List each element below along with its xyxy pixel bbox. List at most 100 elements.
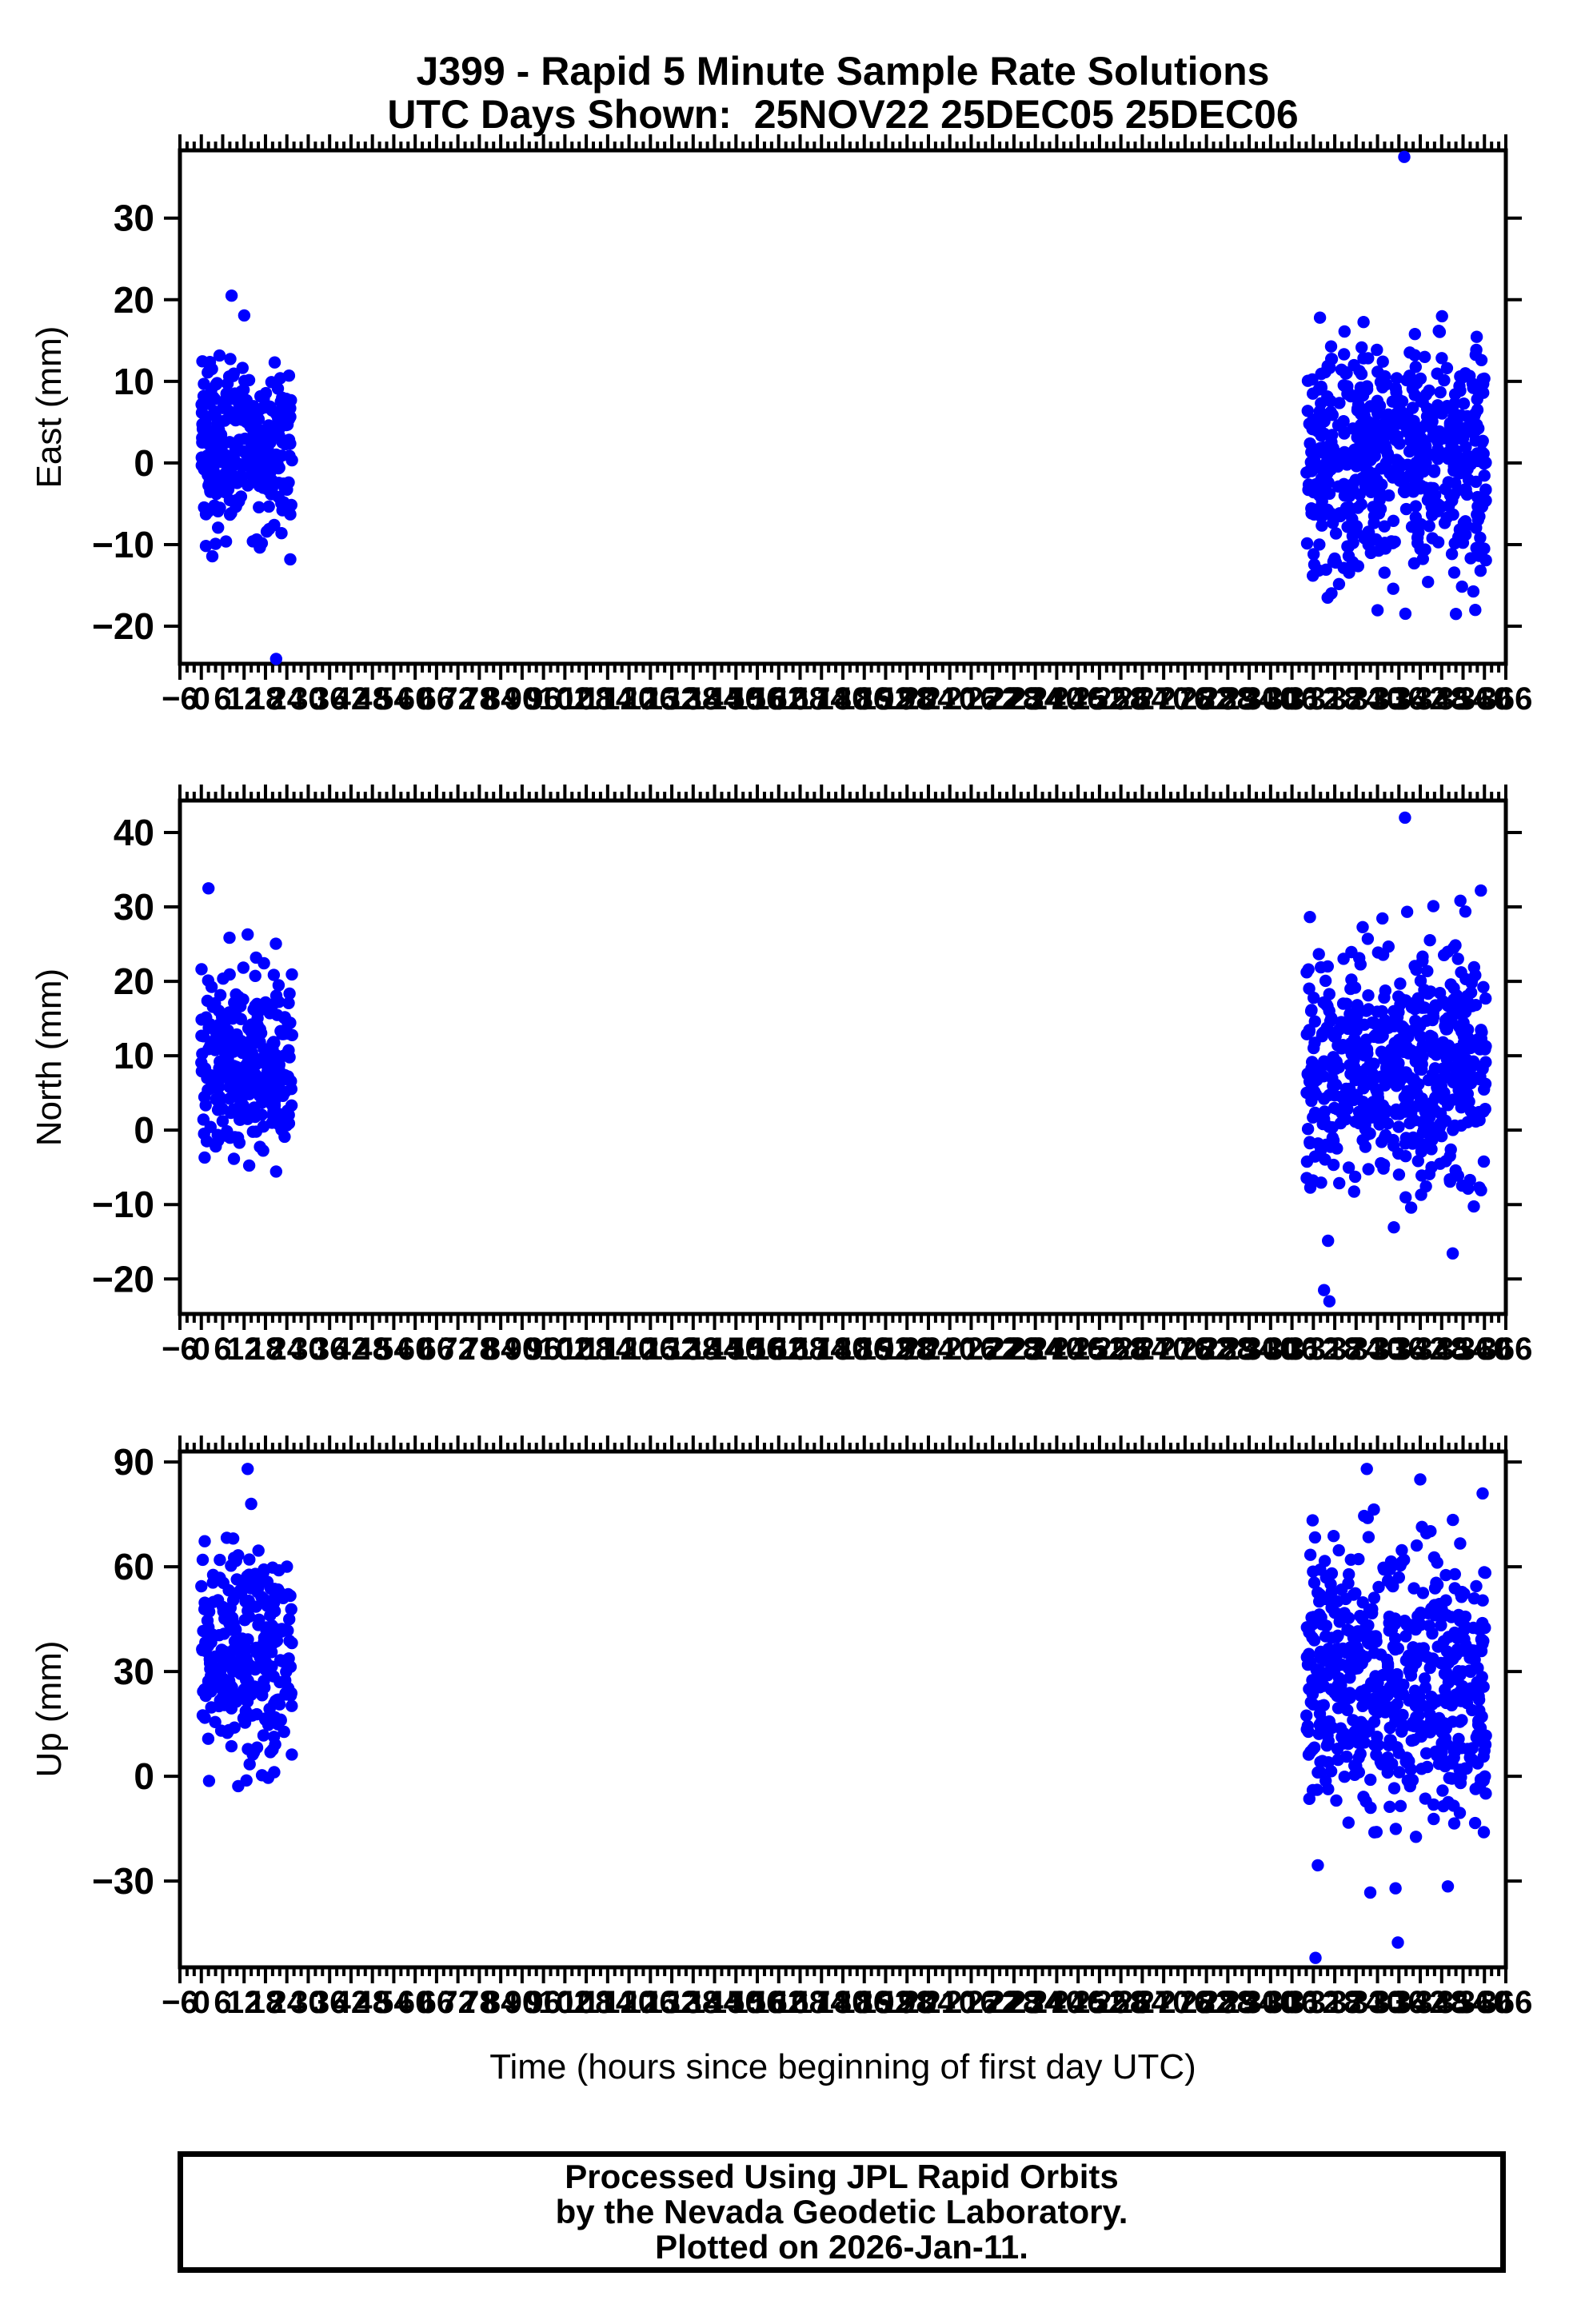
data-point [1451, 484, 1464, 497]
data-point [1395, 1543, 1408, 1557]
data-point [1339, 488, 1352, 501]
panel-frame-north [178, 798, 1508, 1316]
data-point [272, 979, 285, 992]
y-axis-title-up: Up (mm) [30, 1640, 69, 1778]
x-tick-label: 180 [816, 1332, 870, 1367]
data-point [195, 1579, 208, 1593]
scatter-points-east [195, 150, 1492, 665]
data-point [242, 1743, 254, 1755]
data-point [1477, 1826, 1491, 1839]
y-tick-label: −20 [92, 605, 154, 647]
y-tick-label: 0 [134, 442, 154, 484]
data-point [1379, 1079, 1391, 1092]
data-point [1475, 1106, 1487, 1119]
data-point [1440, 511, 1453, 525]
data-point [260, 1624, 273, 1637]
x-tick-label: 138 [666, 1985, 720, 2020]
data-point [1362, 1163, 1375, 1176]
data-point [1393, 1712, 1406, 1725]
x-tick-label: 24 [269, 1332, 305, 1367]
data-point [1338, 348, 1351, 361]
data-point [1319, 998, 1333, 1012]
data-point [1386, 395, 1399, 408]
data-point [1386, 1757, 1399, 1771]
data-point [1415, 1058, 1428, 1071]
data-point [1391, 1698, 1403, 1711]
x-tick-label: 120 [602, 681, 656, 717]
data-point [1323, 487, 1336, 500]
x-tick-label: 276 [1158, 681, 1212, 717]
data-point [1332, 1543, 1345, 1557]
data-point [285, 1748, 298, 1761]
x-tick-label: 246 [1052, 681, 1105, 717]
data-point [1442, 1654, 1455, 1667]
x-tick-label: 174 [795, 1985, 848, 2020]
data-point [1348, 1170, 1362, 1184]
data-point [1453, 1807, 1467, 1819]
data-point-outlier [242, 1463, 254, 1475]
data-point [1434, 385, 1447, 399]
data-point [202, 1626, 215, 1639]
data-point [1471, 447, 1484, 460]
data-point [223, 931, 236, 944]
data-point [1477, 980, 1490, 994]
data-point [1435, 1737, 1448, 1750]
x-tick-label: 354 [1436, 1332, 1490, 1367]
data-point [1411, 1155, 1425, 1168]
data-point [232, 990, 246, 1004]
data-point [1308, 1150, 1322, 1163]
data-point [230, 471, 243, 484]
x-tick-label: 0 [193, 1332, 210, 1367]
x-tick-label: 90 [505, 1985, 541, 2020]
data-point [1325, 1631, 1338, 1644]
data-point [264, 1047, 277, 1060]
data-point [1343, 1657, 1357, 1670]
data-point [1333, 448, 1346, 461]
data-point [268, 518, 281, 532]
y-tick-label: 30 [114, 198, 154, 239]
data-point [1447, 1745, 1461, 1758]
data-point [242, 1633, 254, 1646]
data-point [1445, 548, 1459, 561]
data-point [1438, 1717, 1451, 1730]
x-tick-label: 288 [1201, 681, 1255, 717]
data-point [1463, 1689, 1476, 1702]
y-tick-label: 20 [114, 960, 154, 1002]
x-tick-label: 270 [1137, 1985, 1191, 2020]
data-point [1314, 1766, 1327, 1779]
x-tick-label: 30 [290, 1332, 326, 1367]
data-point [1375, 1758, 1388, 1771]
x-tick-label: 156 [731, 681, 785, 717]
data-point [1350, 460, 1363, 473]
x-tick-label: 228 [988, 1985, 1041, 2020]
data-point [1304, 911, 1316, 924]
data-point [1475, 500, 1489, 513]
x-tick-label: 336 [1372, 1985, 1426, 2020]
data-point [1363, 1886, 1377, 1899]
data-point [1476, 1594, 1489, 1607]
x-tick-label: 300 [1244, 1332, 1297, 1367]
data-point [1356, 920, 1369, 934]
data-point [1368, 1739, 1381, 1751]
data-point [1403, 1619, 1417, 1631]
data-point [1351, 1002, 1363, 1015]
data-point [283, 1613, 296, 1626]
x-tick-label: 354 [1436, 681, 1490, 717]
data-point [277, 1012, 290, 1024]
data-point [1308, 992, 1320, 1004]
data-point [1395, 1555, 1408, 1569]
data-point [1300, 537, 1314, 550]
x-tick-label: 54 [376, 1985, 412, 2020]
data-point [1322, 476, 1335, 489]
x-tick-label: 30 [290, 681, 326, 717]
data-point [1337, 379, 1351, 392]
data-point [195, 406, 209, 419]
data-point [1409, 361, 1423, 373]
data-point [1464, 552, 1477, 565]
data-point [1353, 365, 1366, 377]
data-point [239, 1652, 252, 1665]
data-point [1477, 1774, 1491, 1787]
data-point [1382, 449, 1395, 462]
data-point [1430, 1695, 1443, 1708]
data-point [255, 441, 269, 453]
